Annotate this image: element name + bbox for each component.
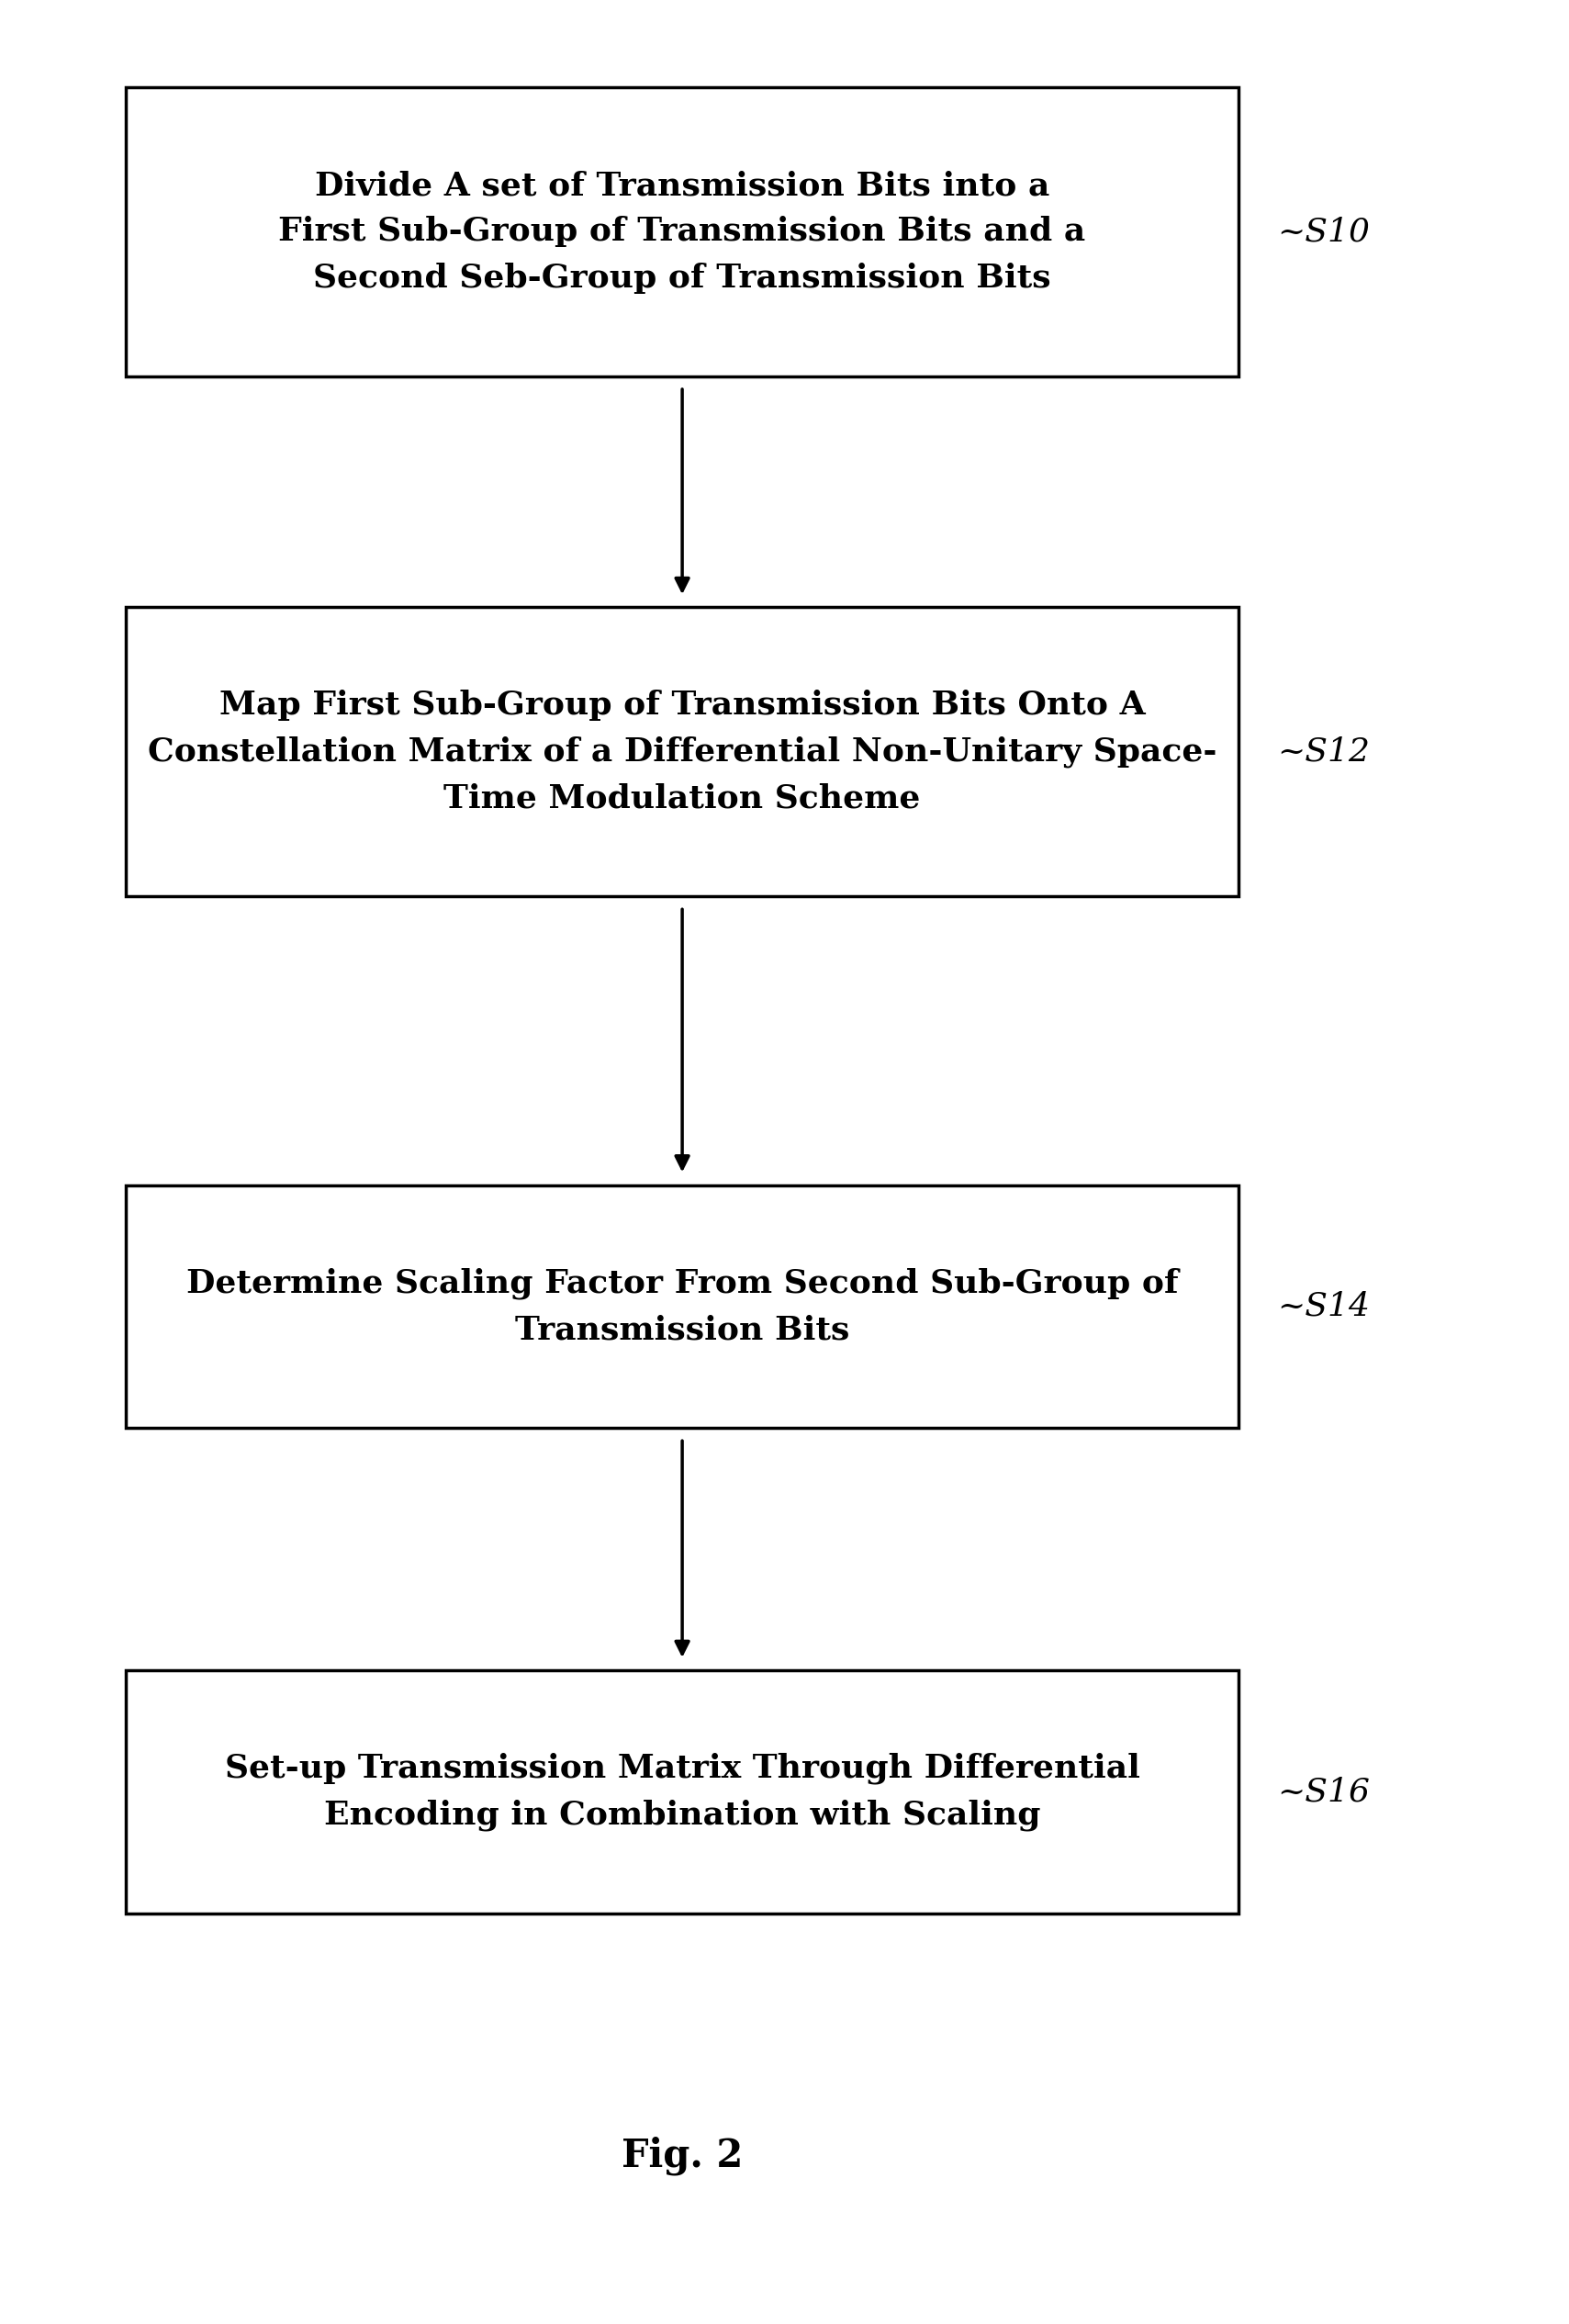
Text: ~S10: ~S10 — [1277, 216, 1370, 246]
Bar — [126, 88, 1238, 376]
Text: ~S16: ~S16 — [1277, 1776, 1370, 1808]
Text: Map First Sub-Group of Transmission Bits Onto A
Constellation Matrix of a Differ: Map First Sub-Group of Transmission Bits… — [147, 690, 1218, 813]
Bar — [126, 1671, 1238, 1913]
Text: Set-up Transmission Matrix Through Differential
Encoding in Combination with Sca: Set-up Transmission Matrix Through Diffe… — [224, 1752, 1139, 1831]
Text: ~S14: ~S14 — [1277, 1290, 1370, 1322]
Text: Determine Scaling Factor From Second Sub-Group of
Transmission Bits: Determine Scaling Factor From Second Sub… — [187, 1267, 1178, 1346]
Bar — [126, 1185, 1238, 1427]
Text: Divide A set of Transmission Bits into a
First Sub-Group of Transmission Bits an: Divide A set of Transmission Bits into a… — [279, 170, 1086, 293]
Bar — [126, 607, 1238, 897]
Text: Fig. 2: Fig. 2 — [621, 2136, 744, 2175]
Text: ~S12: ~S12 — [1277, 737, 1370, 767]
